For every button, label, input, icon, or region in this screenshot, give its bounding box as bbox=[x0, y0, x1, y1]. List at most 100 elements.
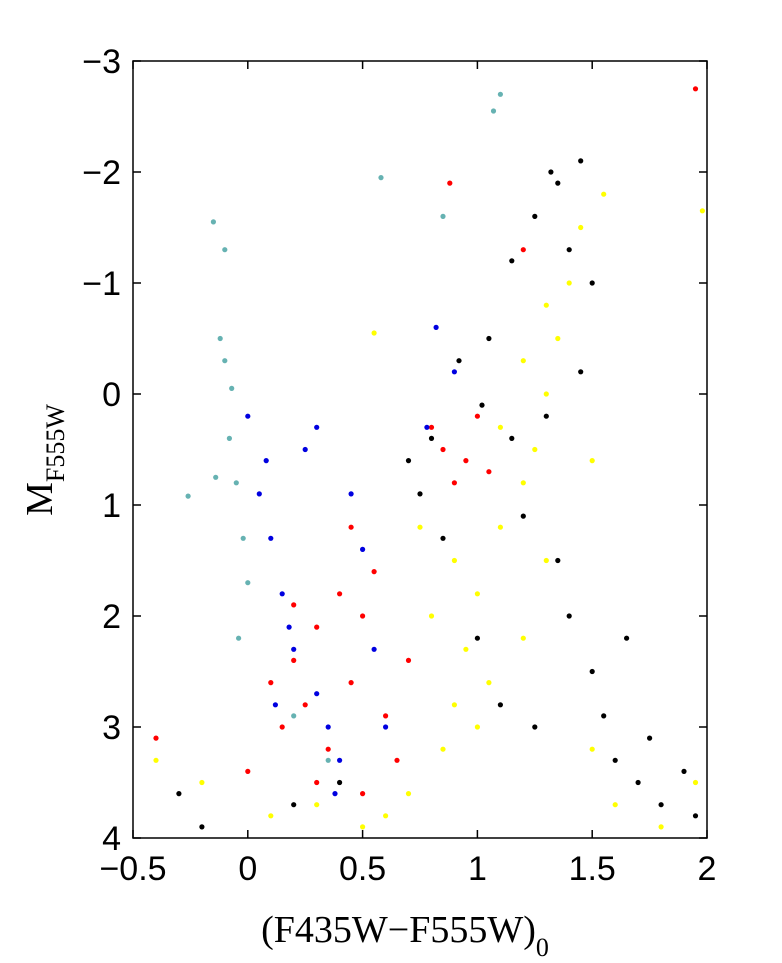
x-tick-label-0: −0.5 bbox=[99, 850, 166, 888]
data-point-s4-1 bbox=[451, 557, 457, 564]
data-point-s0-7 bbox=[578, 369, 584, 375]
data-point-s2-2 bbox=[279, 591, 285, 597]
data-point-s2-16 bbox=[433, 324, 439, 330]
data-point-s4-31 bbox=[417, 524, 423, 530]
data-point-s0-8 bbox=[543, 413, 549, 419]
y-tick-label-2: −1 bbox=[82, 265, 121, 303]
plot-frame bbox=[132, 60, 708, 839]
data-point-s4-0 bbox=[428, 613, 435, 619]
data-point-s1-11 bbox=[383, 713, 389, 719]
data-point-s4-7 bbox=[532, 446, 538, 453]
data-point-s4-18 bbox=[383, 813, 389, 819]
data-point-s1-5 bbox=[279, 724, 285, 730]
data-point-s4-13 bbox=[520, 358, 526, 364]
data-point-s2-5 bbox=[325, 724, 331, 730]
data-point-s4-21 bbox=[268, 813, 274, 819]
data-point-s1-13 bbox=[394, 757, 400, 763]
data-point-s0-27 bbox=[176, 791, 182, 797]
data-point-s0-5 bbox=[566, 247, 572, 253]
data-point-s1-27 bbox=[520, 247, 526, 253]
data-point-s4-29 bbox=[520, 635, 526, 641]
data-point-s2-19 bbox=[286, 624, 292, 630]
data-point-s2-10 bbox=[360, 546, 366, 553]
data-point-s0-23 bbox=[474, 635, 480, 641]
data-point-s1-14 bbox=[440, 446, 446, 453]
data-point-s1-24 bbox=[348, 524, 354, 530]
data-point-s1-6 bbox=[360, 613, 366, 619]
data-point-s0-25 bbox=[532, 724, 538, 730]
data-point-s3-3 bbox=[222, 358, 228, 364]
data-points bbox=[153, 86, 706, 830]
data-point-s2-4 bbox=[314, 691, 320, 697]
data-point-s4-4 bbox=[486, 680, 492, 686]
data-point-s1-22 bbox=[245, 768, 251, 775]
data-point-s0-12 bbox=[440, 535, 446, 541]
data-point-s3-12 bbox=[440, 213, 446, 219]
data-point-s0-10 bbox=[405, 458, 412, 464]
data-point-s3-7 bbox=[245, 580, 251, 586]
data-point-s4-33 bbox=[699, 208, 706, 214]
data-point-s1-3 bbox=[325, 746, 331, 752]
data-point-s2-11 bbox=[371, 646, 377, 652]
data-point-s0-30 bbox=[624, 635, 630, 641]
data-point-s1-12 bbox=[405, 657, 412, 664]
data-point-s4-34 bbox=[371, 330, 377, 336]
data-point-s4-15 bbox=[451, 702, 457, 708]
data-point-s0-35 bbox=[578, 158, 584, 164]
axis-ticks: −0.5 0 0.5 1 1.5 2 −3 −2 −1 0 1 2 3 4 bbox=[82, 43, 716, 888]
data-point-s3-16 bbox=[291, 713, 297, 719]
data-point-s1-8 bbox=[337, 591, 343, 597]
data-point-s3-14 bbox=[213, 474, 219, 480]
y-tick-label-0: −3 bbox=[82, 43, 121, 81]
data-point-s0-19 bbox=[635, 779, 641, 786]
data-point-s0-11 bbox=[417, 491, 423, 497]
data-point-s1-1 bbox=[314, 624, 320, 630]
y-tick-label-3: 0 bbox=[102, 376, 121, 414]
data-point-s4-30 bbox=[474, 724, 480, 730]
data-point-s1-23 bbox=[153, 735, 159, 741]
data-point-s2-18 bbox=[451, 369, 457, 375]
data-point-s4-8 bbox=[543, 391, 549, 397]
data-point-s1-19 bbox=[486, 469, 492, 475]
data-point-s4-16 bbox=[440, 746, 446, 752]
data-point-s1-15 bbox=[451, 480, 457, 486]
data-point-s2-13 bbox=[272, 702, 278, 708]
data-point-s4-25 bbox=[612, 802, 618, 808]
x-tick-label-3: 1 bbox=[468, 850, 487, 888]
y-axis-title: MF555W bbox=[19, 404, 70, 516]
data-point-s1-21 bbox=[360, 791, 366, 797]
y-tick-label-4: 1 bbox=[102, 487, 121, 525]
data-point-s4-28 bbox=[543, 557, 549, 564]
data-point-s3-2 bbox=[217, 335, 223, 342]
data-point-s4-23 bbox=[153, 757, 159, 763]
data-point-s0-21 bbox=[681, 768, 687, 775]
data-point-s0-3 bbox=[532, 213, 538, 219]
data-point-s4-6 bbox=[520, 480, 526, 486]
data-point-s4-19 bbox=[360, 824, 366, 830]
data-point-s3-4 bbox=[226, 435, 232, 441]
data-point-s1-0 bbox=[291, 657, 297, 664]
data-point-s3-1 bbox=[222, 247, 228, 253]
data-point-s0-15 bbox=[566, 613, 572, 619]
data-point-s0-33 bbox=[479, 402, 485, 408]
data-point-s4-24 bbox=[589, 746, 595, 752]
data-point-s1-18 bbox=[474, 413, 480, 419]
x-tick-label-2: 0.5 bbox=[339, 850, 386, 888]
data-point-s0-28 bbox=[199, 824, 205, 830]
data-point-s4-20 bbox=[314, 802, 320, 808]
data-point-s2-12 bbox=[383, 724, 389, 730]
data-point-s3-11 bbox=[378, 175, 384, 181]
data-point-s1-17 bbox=[428, 424, 435, 430]
y-tick-label-1: −2 bbox=[82, 154, 121, 192]
data-point-s2-14 bbox=[245, 413, 251, 419]
data-point-s0-26 bbox=[337, 779, 343, 786]
data-point-s0-32 bbox=[509, 435, 515, 441]
y-tick-label-6: 3 bbox=[102, 709, 121, 747]
data-point-s3-9 bbox=[497, 91, 503, 97]
data-point-s4-35 bbox=[589, 458, 595, 464]
y-tick-label-5: 2 bbox=[102, 598, 121, 636]
data-point-s2-3 bbox=[291, 646, 297, 652]
data-point-s4-5 bbox=[497, 524, 503, 530]
data-point-s0-1 bbox=[486, 335, 492, 342]
data-point-s2-20 bbox=[332, 791, 338, 797]
